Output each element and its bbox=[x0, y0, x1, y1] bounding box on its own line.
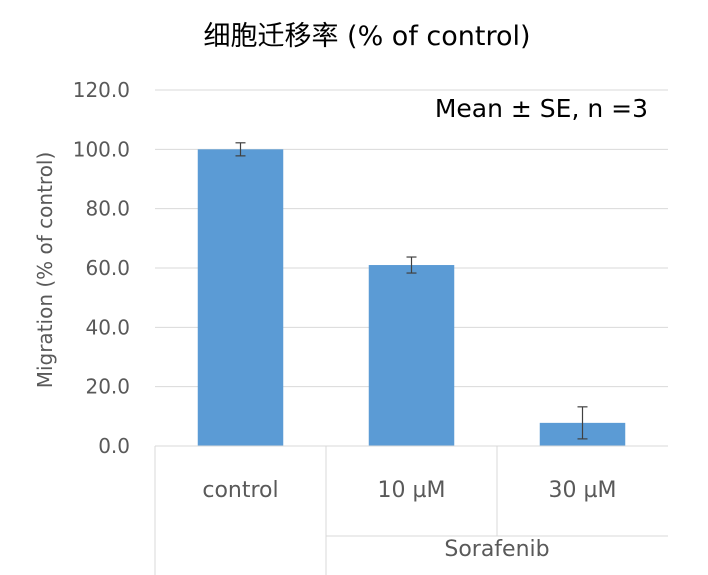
category-axis: control 10 µM 30 µM bbox=[154, 445, 668, 575]
x-tick-label: 30 µM bbox=[549, 478, 617, 503]
x-tick-label: control bbox=[202, 478, 278, 503]
y-tick-label: 0.0 bbox=[98, 434, 130, 458]
stats-annotation: Mean ± SE, n =3 bbox=[435, 94, 648, 123]
y-tick-label: 40.0 bbox=[85, 315, 130, 339]
y-tick-label: 60.0 bbox=[85, 256, 130, 280]
x-tick-label: 10 µM bbox=[378, 478, 446, 503]
y-axis-label: Migration (% of control) bbox=[33, 152, 57, 389]
y-tick-label: 20.0 bbox=[85, 375, 130, 399]
bars bbox=[197, 142, 626, 447]
group-label: Sorafenib bbox=[444, 537, 549, 562]
y-tick-label: 120.0 bbox=[73, 78, 130, 102]
y-tick-label: 80.0 bbox=[85, 197, 130, 221]
y-tick-label: 100.0 bbox=[73, 137, 130, 161]
bar bbox=[368, 265, 455, 446]
chart-title: 细胞迁移率 (% of control) bbox=[203, 21, 530, 52]
bar bbox=[197, 149, 284, 447]
y-axis-ticks: 0.0 20.0 40.0 60.0 80.0 100.0 120.0 bbox=[73, 78, 130, 458]
